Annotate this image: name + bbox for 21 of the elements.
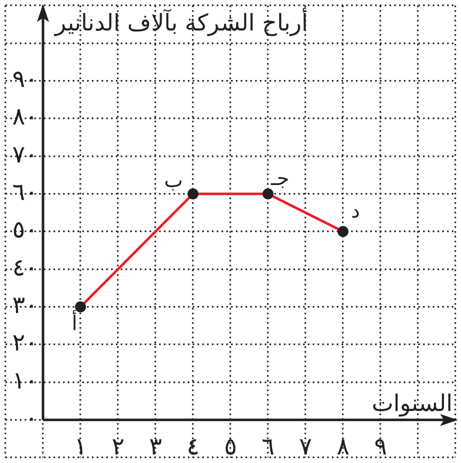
annotation: د <box>351 198 360 223</box>
annotation: ب <box>164 168 183 192</box>
x-tick-label: ٦ <box>262 432 274 460</box>
y-tick-label: ٣٠ <box>12 291 38 320</box>
x-axis-title: السنوات <box>372 390 452 417</box>
y-tick-label: ٧٠ <box>12 140 38 168</box>
x-tick-label: ٢ <box>112 432 124 460</box>
y-tick-label: ٥٠ <box>12 216 38 244</box>
y-tick-label: ٦٠ <box>12 178 38 206</box>
annotation: جـ <box>270 166 290 190</box>
x-tick-label: ٨ <box>336 432 350 460</box>
x-tick-label: ٥ <box>224 432 237 460</box>
y-tick-label: ٤٠ <box>12 253 38 282</box>
x-tick-label: ٤ <box>186 432 200 460</box>
y-tick-label: ١٠ <box>12 366 38 394</box>
x-tick-label: ٩ <box>374 432 387 460</box>
y-tick-label: ٢٠ <box>12 328 38 357</box>
x-tick-label: ٣ <box>149 432 162 460</box>
annotation: أ <box>72 310 78 336</box>
y-tick-label: ٩٠ <box>12 65 38 94</box>
y-axis-title: أرباح الشركة بآلاف الدنانير <box>54 8 308 36</box>
